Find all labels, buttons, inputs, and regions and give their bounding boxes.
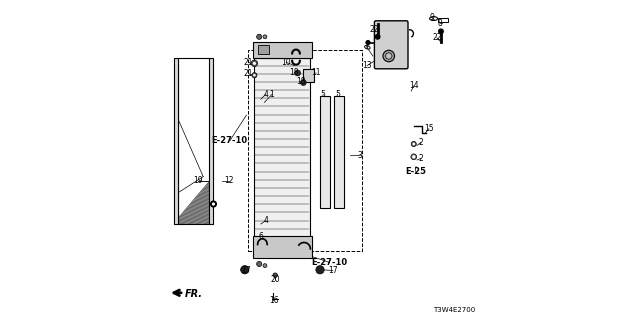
Text: E-25: E-25	[405, 167, 426, 176]
Text: 18: 18	[296, 77, 305, 86]
Text: 8: 8	[438, 19, 442, 28]
Bar	[248, 50, 362, 251]
Text: 11: 11	[312, 68, 321, 77]
Circle shape	[263, 35, 267, 39]
Bar	[178, 58, 210, 224]
Text: 20: 20	[270, 276, 280, 284]
Bar	[303, 69, 314, 82]
Circle shape	[366, 41, 370, 44]
Bar	[258, 45, 269, 54]
Bar	[253, 236, 312, 258]
Circle shape	[257, 261, 262, 267]
Text: 5: 5	[321, 90, 326, 99]
Text: 4: 4	[263, 90, 268, 99]
Text: 14: 14	[409, 81, 419, 90]
Circle shape	[253, 74, 255, 76]
Text: 4: 4	[263, 216, 268, 225]
Text: 17: 17	[328, 266, 338, 275]
Circle shape	[383, 50, 394, 62]
Circle shape	[316, 266, 324, 274]
Text: 21: 21	[244, 69, 253, 78]
Circle shape	[412, 155, 415, 158]
Circle shape	[273, 273, 278, 277]
Circle shape	[411, 154, 417, 160]
Text: 13: 13	[362, 61, 372, 70]
Text: 16: 16	[269, 296, 278, 305]
Circle shape	[413, 143, 415, 145]
Circle shape	[241, 266, 249, 274]
Circle shape	[253, 62, 256, 65]
Text: 19: 19	[193, 176, 203, 185]
Circle shape	[252, 73, 257, 78]
Bar	[320, 96, 330, 208]
Bar	[209, 58, 214, 224]
Text: 5: 5	[335, 90, 340, 99]
Text: FR.: FR.	[184, 289, 202, 299]
Bar	[438, 18, 448, 22]
Text: 15: 15	[424, 124, 434, 133]
Text: 3: 3	[358, 151, 362, 160]
Circle shape	[412, 141, 417, 147]
Text: 22: 22	[369, 25, 378, 34]
Text: 17: 17	[241, 266, 252, 275]
Circle shape	[385, 53, 392, 59]
Circle shape	[212, 203, 215, 206]
Circle shape	[251, 60, 257, 67]
Text: 6: 6	[259, 232, 263, 241]
Text: 7: 7	[364, 42, 369, 51]
Circle shape	[295, 70, 301, 76]
Circle shape	[257, 34, 262, 39]
Text: E-27-10: E-27-10	[212, 136, 248, 145]
Bar	[254, 58, 310, 237]
FancyBboxPatch shape	[374, 21, 408, 69]
Text: 9: 9	[429, 13, 435, 22]
Circle shape	[375, 35, 380, 39]
Text: T3W4E2700: T3W4E2700	[433, 307, 475, 313]
Circle shape	[211, 201, 216, 207]
Text: 2: 2	[419, 154, 423, 163]
Bar	[253, 42, 312, 58]
Text: 12: 12	[224, 176, 234, 185]
Text: E-27-10: E-27-10	[312, 258, 348, 267]
Circle shape	[439, 29, 443, 34]
Text: 1: 1	[269, 90, 275, 99]
Text: 21: 21	[244, 58, 253, 67]
Text: 10: 10	[282, 58, 291, 67]
Text: 2: 2	[419, 138, 423, 147]
Bar	[174, 58, 178, 224]
Bar	[334, 96, 344, 208]
Circle shape	[301, 80, 307, 85]
Circle shape	[263, 264, 267, 268]
Text: 22: 22	[432, 33, 442, 42]
Text: 18: 18	[290, 68, 299, 76]
